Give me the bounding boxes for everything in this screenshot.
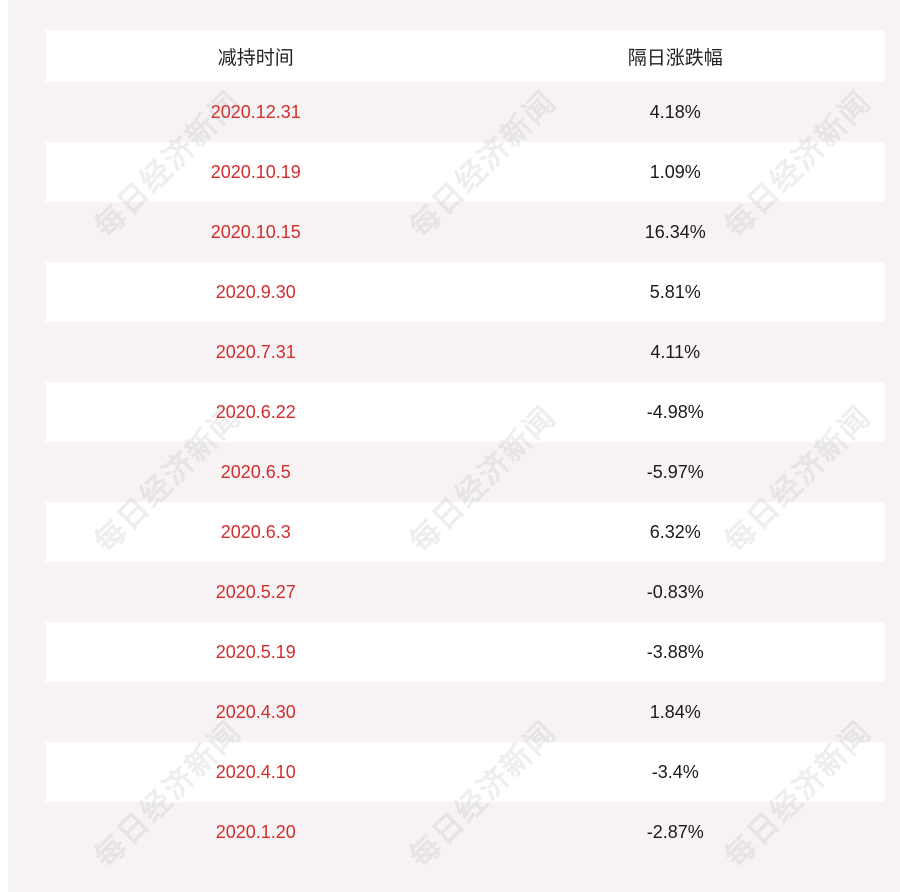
reduction-date: 2020.5.27 xyxy=(215,581,296,602)
table-row: 2020.5.19 -3.88% xyxy=(46,622,885,682)
next-day-change: -0.83% xyxy=(646,581,704,602)
next-day-change: -3.88% xyxy=(646,641,704,662)
table-panel: 减持时间 隔日涨跌幅 2020.12.31 4.18% 2020.10.19 1… xyxy=(8,0,900,892)
reduction-date: 2020.1.20 xyxy=(215,821,296,842)
next-day-change: 1.84% xyxy=(649,701,701,722)
reduction-date: 2020.5.19 xyxy=(215,641,296,662)
next-day-change: 5.81% xyxy=(649,281,701,302)
next-day-change: 1.09% xyxy=(649,161,701,182)
reduction-date: 2020.4.30 xyxy=(215,701,296,722)
table-row: 2020.1.20 -2.87% xyxy=(46,802,885,862)
table-row: 2020.6.3 6.32% xyxy=(46,502,885,562)
next-day-change: -3.4% xyxy=(651,761,699,782)
next-day-change: 4.11% xyxy=(650,341,701,362)
reduction-date: 2020.12.31 xyxy=(210,101,301,122)
table-row: 2020.7.31 4.11% xyxy=(46,322,885,382)
table-row: 2020.9.30 5.81% xyxy=(46,262,885,322)
table-row: 2020.12.31 4.18% xyxy=(46,82,885,142)
reduction-date: 2020.6.22 xyxy=(215,401,296,422)
reduction-date: 2020.10.19 xyxy=(210,161,301,182)
next-day-change: 16.34% xyxy=(644,221,706,242)
reduction-date: 2020.6.3 xyxy=(220,521,291,542)
reduction-date: 2020.10.15 xyxy=(210,221,301,242)
reduction-date: 2020.7.31 xyxy=(215,341,296,362)
next-day-change: 6.32% xyxy=(649,521,701,542)
next-day-change: -5.97% xyxy=(646,461,704,482)
reduction-date: 2020.6.5 xyxy=(220,461,291,482)
reduction-date: 2020.9.30 xyxy=(215,281,296,302)
reduction-table: 减持时间 隔日涨跌幅 2020.12.31 4.18% 2020.10.19 1… xyxy=(46,30,885,862)
table-row: 2020.4.30 1.84% xyxy=(46,682,885,742)
table-row: 2020.5.27 -0.83% xyxy=(46,562,885,622)
reduction-date: 2020.4.10 xyxy=(215,761,296,782)
table-row: 2020.6.5 -5.97% xyxy=(46,442,885,502)
header-reduction-time: 减持时间 xyxy=(217,47,294,69)
next-day-change: -2.87% xyxy=(646,821,704,842)
next-day-change: 4.18% xyxy=(649,101,701,122)
header-next-day-change: 隔日涨跌幅 xyxy=(627,47,723,69)
table-row: 2020.6.22 -4.98% xyxy=(46,382,885,442)
table-row: 2020.10.15 16.34% xyxy=(46,202,885,262)
next-day-change: -4.98% xyxy=(646,401,704,422)
table-header: 减持时间 隔日涨跌幅 xyxy=(46,30,885,82)
table-row: 2020.4.10 -3.4% xyxy=(46,742,885,802)
table-row: 2020.10.19 1.09% xyxy=(46,142,885,202)
